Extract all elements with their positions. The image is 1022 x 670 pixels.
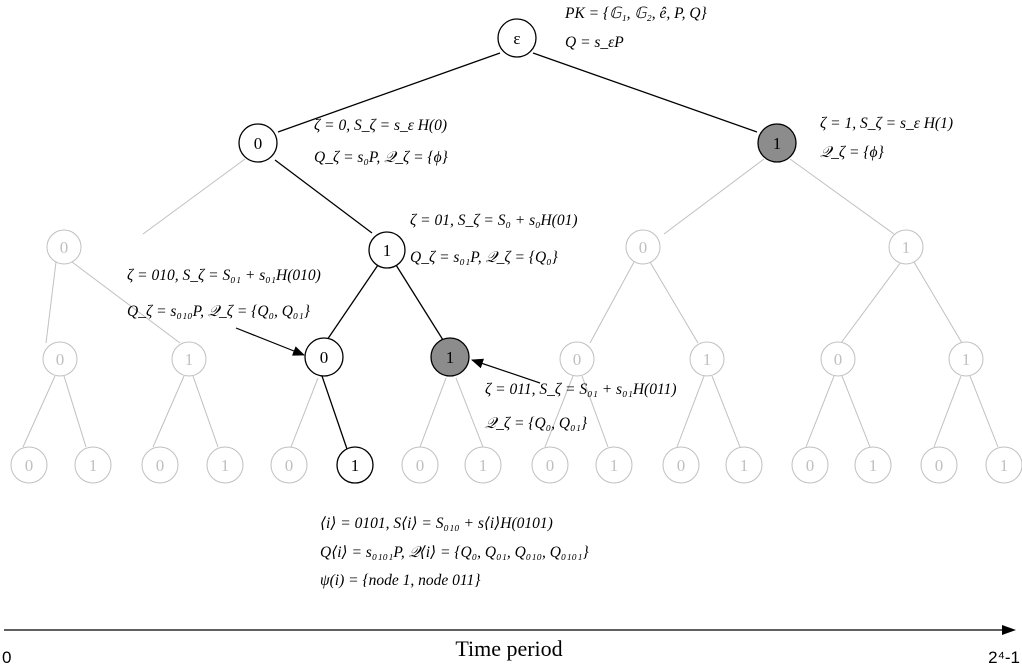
node-011-annotation-line2: 𝒬_ζ = {Q₀, Q₀₁} <box>485 415 588 432</box>
faded-node-label: 1 <box>221 456 230 475</box>
faded-node-label: 0 <box>935 456 944 475</box>
root-q-text: Q = s_εP <box>565 34 624 51</box>
leaf-annotation-line2: Q⟨i⟩ = s₀₁₀₁P, 𝒬⟨i⟩ = {Q₀, Q₀₁, Q₀₁₀, Q₀… <box>320 544 589 561</box>
faded-node-label: 0 <box>56 350 65 369</box>
faded-node-label: 0 <box>834 350 843 369</box>
time-axis: 0 Time period 2⁴-1 <box>2 625 1020 667</box>
leaf-annotation-line1: ⟨i⟩ = 0101, S⟨i⟩ = S₀₁₀ + s⟨i⟩H(0101) <box>320 515 553 532</box>
node-01-label: 1 <box>383 241 392 260</box>
faded-node-label: 1 <box>962 350 971 369</box>
node-0 <box>238 123 278 163</box>
annotation-arrows <box>235 327 541 384</box>
faded-node-label: 0 <box>60 238 69 257</box>
faded-node-label: 1 <box>89 456 98 475</box>
node-1-shaded <box>757 123 797 163</box>
faded-node-label: 1 <box>479 456 488 475</box>
node-011-shaded <box>430 337 470 377</box>
node-0-annotation-line2: Q_ζ = s₀P, 𝒬_ζ = {ϕ} <box>314 149 449 166</box>
public-key-text: PK = {𝔾₁, 𝔾₂, ê, P, Q} <box>564 5 708 22</box>
faded-nodes <box>10 229 1022 484</box>
faded-node-label: 1 <box>740 456 749 475</box>
faded-edges <box>22 158 999 448</box>
time-axis-label: Time period <box>455 636 562 661</box>
node-0-annotation-line1: ζ = 0, S_ζ = s_ε H(0) <box>314 117 447 134</box>
time-axis-arrowhead <box>1002 625 1016 635</box>
faded-node-label: 1 <box>185 350 194 369</box>
root-node <box>497 18 537 58</box>
faded-node-label: 0 <box>546 456 555 475</box>
faded-node-label: 1 <box>703 350 712 369</box>
node-01-annotation-line2: Q_ζ = s₀₁P, 𝒬_ζ = {Q₀} <box>410 249 559 266</box>
active-edges <box>274 52 758 450</box>
faded-node-label: 0 <box>573 350 582 369</box>
node-011-annotation-line1: ζ = 011, S_ζ = S₀₁ + s₀₁H(011) <box>485 381 676 398</box>
time-axis-start: 0 <box>2 648 11 667</box>
node-01-annotation-line1: ζ = 01, S_ζ = S₀ + s₀H(01) <box>410 212 578 229</box>
node-0-label: 0 <box>254 134 263 153</box>
node-010-annotation-line1: ζ = 010, S_ζ = S₀₁ + s₀₁H(010) <box>127 267 321 284</box>
leaf-node-0101 <box>336 446 374 484</box>
faded-node-label: 0 <box>25 456 34 475</box>
leaf-node-0101-label: 1 <box>351 456 360 475</box>
faded-node-label: 0 <box>156 456 165 475</box>
faded-node-label: 1 <box>610 456 619 475</box>
node-1-label: 1 <box>773 134 782 153</box>
node-1-annotation-line2: 𝒬_ζ = {ϕ} <box>820 144 885 161</box>
faded-node-label: 0 <box>416 456 425 475</box>
node-011-label: 1 <box>446 348 455 367</box>
root-node-label: ε <box>513 29 520 48</box>
faded-node-label: 0 <box>806 456 815 475</box>
node-010-label: 0 <box>320 348 329 367</box>
faded-node-label: 0 <box>639 238 648 257</box>
leaf-annotation-line3: ψ(i) = {node 1, node 011} <box>320 572 481 589</box>
faded-node-label: 0 <box>285 456 294 475</box>
node-01 <box>368 231 406 269</box>
time-axis-end: 2⁴-1 <box>988 648 1020 667</box>
faded-node-label: 1 <box>869 456 878 475</box>
faded-node-label: 1 <box>902 238 911 257</box>
node-010 <box>304 337 344 377</box>
faded-node-label: 1 <box>1000 456 1009 475</box>
node-1-annotation-line1: ζ = 1, S_ζ = s_ε H(1) <box>820 115 953 132</box>
node-010-annotation-line2: Q_ζ = s₀₁₀P, 𝒬_ζ = {Q₀, Q₀₁} <box>127 303 311 320</box>
faded-node-label: 0 <box>677 456 686 475</box>
